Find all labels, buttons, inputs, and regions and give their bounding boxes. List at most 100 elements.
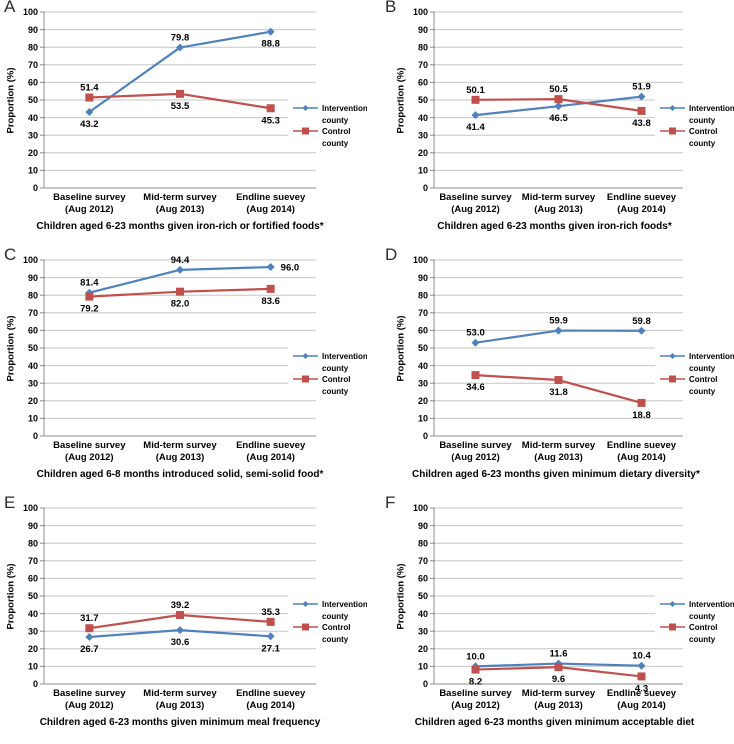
y-tick-label: 50	[28, 591, 38, 601]
y-axis-ticks: 0 10 20 30 40 50 60 70 80 90 100	[23, 255, 45, 441]
y-tick-label: 0	[423, 431, 428, 441]
x-category-label: (Aug 2013)	[156, 204, 205, 215]
chart-title-c: Children aged 6-8 months introduced soli…	[36, 469, 324, 480]
y-tick-label: 40	[418, 113, 428, 123]
data-label: 94.4	[171, 255, 190, 266]
legend-label: county	[689, 116, 716, 125]
y-tick-label: 90	[418, 273, 428, 283]
legend-label: Control	[689, 127, 717, 136]
legend-label: Control	[322, 623, 350, 632]
x-category-label: Mid-term survey	[143, 440, 217, 451]
panel-letter-d: D	[385, 245, 398, 264]
x-category-label: Baseline survey	[53, 192, 126, 203]
line-chart-d: 0 10 20 30 40 50 60 70 80 90 100 53.0 59.9 59.8 34.6 31…	[413, 255, 734, 463]
legend-label: county	[322, 635, 349, 644]
legend-label: Control	[689, 375, 717, 384]
x-axis-labels: Baseline survey(Aug 2012) Mid-term survey…	[439, 440, 676, 463]
square-marker	[266, 104, 275, 113]
y-tick-label: 0	[423, 183, 428, 193]
y-tick-label: 20	[418, 644, 428, 654]
data-label: 96.0	[281, 263, 300, 274]
data-label: 10.0	[466, 651, 485, 662]
legend-label: Control	[689, 623, 717, 632]
y-tick-label: 60	[28, 574, 38, 584]
data-label: 35.3	[261, 607, 280, 618]
diamond-marker	[85, 107, 94, 116]
line-chart-f: 0 10 20 30 40 50 60 70 80 90 100 10.0 11.6 10.4 8.2 9.6…	[413, 503, 734, 711]
legend-label: Control	[322, 375, 350, 384]
square-marker	[85, 93, 94, 102]
square-marker	[85, 624, 94, 633]
x-category-label: Endline suevey	[236, 440, 306, 451]
diamond-marker	[471, 338, 480, 347]
chart-title-a: Children aged 6-23 months given iron-ric…	[36, 221, 324, 232]
y-tick-label: 80	[28, 290, 38, 300]
diamond-marker	[176, 43, 184, 52]
legend-label: county	[689, 612, 716, 621]
data-label: 43.2	[80, 119, 99, 130]
x-category-label: Baseline survey	[439, 192, 512, 203]
y-tick-label: 10	[418, 662, 428, 672]
data-label: 11.6	[550, 649, 568, 660]
square-marker	[637, 672, 646, 681]
diamond-marker	[266, 263, 275, 272]
y-axis-ticks: 0 10 20 30 40 50 60 70 80 90 100	[413, 7, 435, 193]
y-tick-label: 70	[28, 556, 38, 566]
data-label: 53.0	[466, 328, 485, 339]
square-marker	[176, 89, 184, 98]
data-label: 4.3	[635, 683, 648, 694]
x-category-label: Baseline survey	[439, 440, 512, 451]
line-chart-e: 0 10 20 30 40 50 60 70 80 90 100 26.7 30.6 27.1 31.7 39…	[23, 503, 368, 711]
data-label: 18.8	[632, 410, 651, 421]
diamond-marker	[266, 632, 275, 641]
y-tick-label: 0	[423, 679, 428, 689]
legend-square-marker	[302, 623, 309, 631]
chart-panel-e: E Proportion (%) 0 10 20 30 40 50 60 70 80 90 100 2…	[0, 493, 368, 744]
x-category-label: (Aug 2014)	[617, 204, 666, 215]
y-tick-label: 60	[28, 78, 38, 88]
legend-label: county	[322, 116, 349, 125]
diamond-marker	[637, 92, 646, 101]
gridlines	[434, 259, 683, 419]
legend-square-marker	[302, 127, 309, 135]
data-label: 31.8	[549, 387, 568, 398]
y-tick-label: 50	[418, 591, 428, 601]
legend-label: Intervention	[689, 352, 734, 361]
y-tick-label: 70	[28, 60, 38, 70]
y-tick-label: 90	[28, 521, 38, 531]
panel-letter-c: C	[4, 245, 17, 264]
x-axis-labels: Baseline survey(Aug 2012) Mid-term survey…	[439, 688, 676, 711]
diamond-marker	[266, 27, 275, 36]
x-category-label: Endline suevey	[607, 440, 677, 451]
x-category-label: Mid-term survey	[522, 440, 596, 451]
x-category-label: Mid-term survey	[143, 688, 217, 699]
data-label: 43.8	[632, 118, 651, 129]
y-tick-label: 40	[28, 361, 38, 371]
legend-square-marker	[302, 375, 309, 383]
series-control-county: 8.2 9.6 4.3	[469, 663, 648, 694]
diamond-marker	[637, 326, 646, 335]
legend-label: Intervention	[322, 104, 368, 113]
series-control-county: 31.7 39.2 35.3	[80, 600, 280, 633]
x-category-label: (Aug 2014)	[617, 452, 666, 463]
legend: Intervention county Control county	[655, 347, 734, 397]
y-tick-label: 70	[28, 308, 38, 318]
x-category-label: Endline suevey	[607, 688, 677, 699]
legend-label: Intervention	[689, 600, 734, 609]
x-axis-labels: Baseline survey(Aug 2012) Mid-term survey…	[53, 440, 306, 463]
data-label: 50.1	[466, 85, 485, 96]
y-tick-label: 10	[418, 166, 428, 176]
y-tick-label: 10	[28, 166, 38, 176]
x-axis-labels: Baseline survey(Aug 2012) Mid-term survey…	[53, 192, 306, 215]
square-marker	[554, 663, 563, 672]
square-marker	[554, 376, 563, 385]
y-axis-ticks: 0 10 20 30 40 50 60 70 80 90 100	[413, 503, 435, 689]
x-category-label: (Aug 2013)	[156, 452, 205, 463]
x-category-label: (Aug 2012)	[451, 204, 500, 215]
legend: Intervention county Control county	[288, 347, 368, 397]
y-tick-label: 60	[418, 574, 428, 584]
y-tick-label: 30	[418, 130, 428, 140]
square-marker	[471, 665, 480, 674]
y-tick-label: 30	[28, 378, 38, 388]
